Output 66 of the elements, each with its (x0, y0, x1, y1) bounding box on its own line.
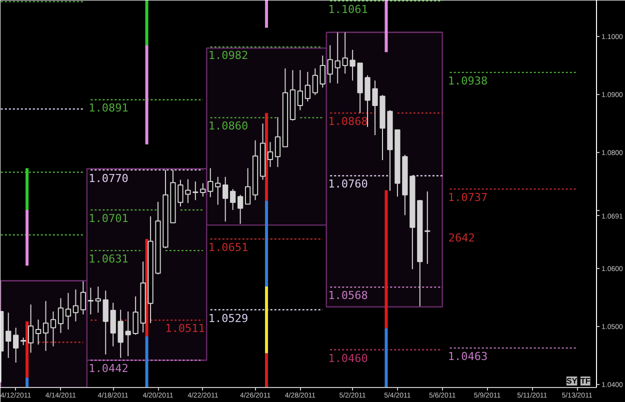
bar (384, 190, 388, 328)
annotation: 2642 (448, 231, 475, 244)
data-label: 1.0982 (208, 48, 248, 62)
candlestick (118, 309, 124, 358)
candlestick (244, 168, 251, 205)
candlestick (28, 304, 34, 354)
data-label: 1.0760 (328, 178, 368, 191)
candlestick (200, 182, 206, 198)
bar (145, 336, 148, 388)
bar (265, 200, 268, 287)
candlestick (95, 286, 101, 314)
annotation: SY (566, 376, 578, 386)
bar (265, 113, 268, 201)
candlestick (50, 310, 56, 347)
bar (26, 378, 29, 388)
candlestick (42, 300, 49, 352)
candlestick (222, 176, 228, 222)
data-label: 1.0460 (328, 352, 368, 365)
data-label: 1.0860 (208, 120, 248, 133)
bar (265, 286, 268, 354)
candlestick (215, 176, 221, 206)
bar (145, 0, 148, 46)
data-label: 1.0770 (88, 172, 128, 185)
candlestick (327, 44, 333, 84)
candlestick (274, 116, 281, 168)
bar (265, 0, 268, 28)
data-label: 1.1061 (328, 3, 368, 16)
candlestick (267, 142, 274, 168)
candlestick (424, 190, 430, 264)
bar (145, 45, 148, 144)
data-label: 1.0701 (88, 212, 128, 225)
bar (26, 168, 29, 210)
bar (265, 353, 268, 388)
bar (384, 0, 388, 52)
candlestick (102, 290, 108, 355)
candlestick (230, 188, 236, 210)
data-label: 1.0891 (88, 102, 128, 115)
data-label: 1.0737 (448, 191, 488, 204)
bar (384, 328, 388, 388)
candlestick (208, 168, 214, 198)
candlestick (297, 70, 304, 111)
data-label: 1.0651 (208, 240, 248, 254)
data-label: 1.0568 (328, 289, 368, 302)
candlestick (58, 298, 64, 334)
data-label: 1.0442 (88, 362, 128, 376)
candlestick (304, 71, 310, 102)
data-label: 1.0511 (165, 322, 205, 336)
data-label: 1.0631 (88, 252, 128, 266)
candlestick (6, 312, 12, 358)
candlestick (35, 319, 42, 346)
annotation: TF (580, 376, 590, 386)
data-label: 1.0529 (208, 312, 248, 325)
candlestick (334, 32, 340, 84)
candlestick (13, 327, 19, 364)
candlestick (72, 288, 79, 322)
candlestick (88, 287, 94, 315)
candlestick (320, 55, 326, 88)
data-label: 1.0463 (448, 350, 488, 364)
candlestick (312, 68, 318, 96)
candlestick (110, 302, 116, 347)
candlestick (80, 280, 86, 315)
data-label: 1.0938 (448, 74, 488, 88)
bar (26, 210, 29, 266)
bar (26, 321, 29, 378)
candlestick (238, 194, 244, 224)
candlestick (65, 292, 72, 330)
